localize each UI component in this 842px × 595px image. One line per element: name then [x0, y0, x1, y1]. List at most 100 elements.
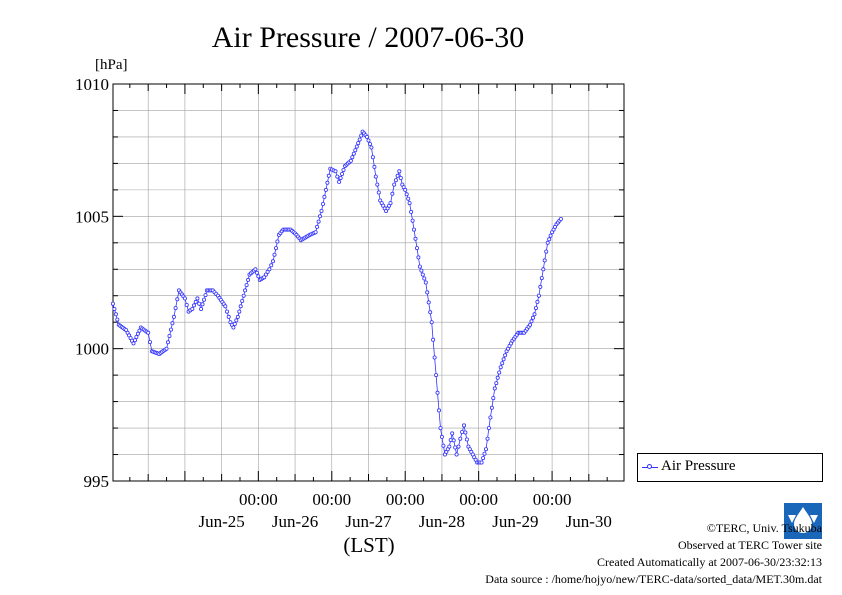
- data-point: [438, 426, 443, 431]
- series-points: [110, 129, 563, 465]
- data-point: [376, 190, 381, 195]
- data-point: [184, 302, 189, 307]
- data-point: [535, 299, 540, 304]
- data-point: [439, 434, 444, 439]
- data-point: [416, 255, 421, 260]
- x-axis: 00:00 00:00 00:00 00:00 00:00 Jun-25 Jun-26 Jun…: [129, 84, 612, 531]
- data-point: [479, 460, 484, 465]
- data-point: [425, 290, 430, 295]
- data-point: [495, 375, 500, 380]
- data-point: [406, 196, 411, 201]
- data-point: [501, 357, 506, 362]
- data-point: [409, 209, 414, 214]
- data-point: [461, 423, 466, 428]
- terc-logo: [784, 503, 822, 539]
- x-tick-time-label: 00:00: [312, 490, 351, 509]
- data-point: [407, 201, 412, 206]
- data-point: [369, 145, 374, 150]
- data-point: [533, 306, 538, 311]
- data-point: [246, 277, 251, 282]
- y-tick-label: 995: [84, 472, 110, 491]
- data-point: [463, 430, 468, 435]
- data-point: [497, 370, 502, 375]
- data-point: [536, 293, 541, 298]
- data-point: [354, 144, 359, 149]
- data-point: [411, 227, 416, 232]
- x-tick-time-label: 00:00: [239, 490, 278, 509]
- data-point: [256, 274, 261, 279]
- data-point: [373, 174, 378, 179]
- data-point: [232, 321, 237, 326]
- data-point: [203, 293, 208, 298]
- data-point: [548, 233, 553, 238]
- data-point: [171, 314, 176, 319]
- data-point: [458, 436, 463, 441]
- data-point: [436, 408, 441, 413]
- data-point: [234, 318, 239, 323]
- data-point: [491, 396, 496, 401]
- data-point: [131, 341, 136, 346]
- data-point: [375, 182, 380, 187]
- data-point: [372, 164, 377, 169]
- data-point: [272, 252, 277, 257]
- legend-label: Air Pressure: [661, 458, 736, 474]
- data-point: [494, 381, 499, 386]
- data-point: [529, 319, 534, 324]
- data-point: [453, 445, 458, 450]
- footer-observed: Observed at TERC Tower site: [677, 538, 822, 552]
- data-point: [253, 267, 258, 272]
- footer-source: Data source : /home/hojyo/new/TERC-data/…: [485, 572, 822, 586]
- data-point: [200, 302, 205, 307]
- data-point: [135, 331, 140, 336]
- data-point: [544, 249, 549, 254]
- data-point: [558, 216, 563, 221]
- data-point: [237, 309, 242, 314]
- data-point: [319, 208, 324, 213]
- data-point: [357, 137, 362, 142]
- data-point: [364, 134, 369, 139]
- data-point: [340, 171, 345, 176]
- data-point: [460, 429, 465, 434]
- data-point: [315, 224, 320, 229]
- data-point: [170, 321, 175, 326]
- data-point: [498, 365, 503, 370]
- data-point: [539, 276, 544, 281]
- data-point: [451, 438, 456, 443]
- data-point: [367, 141, 372, 146]
- data-point: [112, 306, 117, 311]
- data-point: [366, 138, 371, 143]
- data-point: [313, 230, 318, 235]
- data-point: [434, 373, 439, 378]
- data-point: [263, 272, 268, 277]
- data-point: [275, 239, 280, 244]
- data-point: [483, 447, 488, 452]
- data-point: [492, 386, 497, 391]
- data-point: [413, 236, 418, 241]
- footer-created: Created Automatically at 2007-06-30/23:3…: [597, 555, 822, 569]
- data-point: [167, 333, 172, 338]
- data-point: [182, 296, 187, 301]
- y-tick-label: 1000: [75, 340, 109, 359]
- data-point: [316, 219, 321, 224]
- data-point: [450, 431, 455, 436]
- y-tick-label: 1010: [75, 75, 109, 94]
- data-point: [403, 187, 408, 192]
- data-point: [538, 284, 543, 289]
- data-point: [351, 151, 356, 156]
- data-point: [197, 301, 202, 306]
- data-point: [323, 187, 328, 192]
- data-point: [265, 269, 270, 274]
- x-tick-date-label: Jun-26: [272, 512, 318, 531]
- data-point: [173, 306, 178, 311]
- data-point: [432, 355, 437, 360]
- data-point: [397, 169, 402, 174]
- data-point: [419, 268, 424, 273]
- data-point: [146, 330, 151, 335]
- data-point: [542, 258, 547, 263]
- data-point: [341, 167, 346, 172]
- data-point: [503, 353, 508, 358]
- data-point: [350, 155, 355, 160]
- data-point: [231, 325, 236, 330]
- data-point: [359, 133, 364, 138]
- data-point: [481, 456, 486, 461]
